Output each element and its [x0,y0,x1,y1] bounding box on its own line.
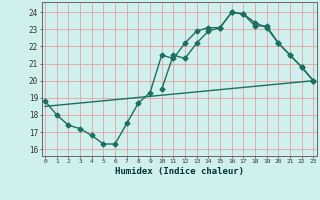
X-axis label: Humidex (Indice chaleur): Humidex (Indice chaleur) [115,167,244,176]
